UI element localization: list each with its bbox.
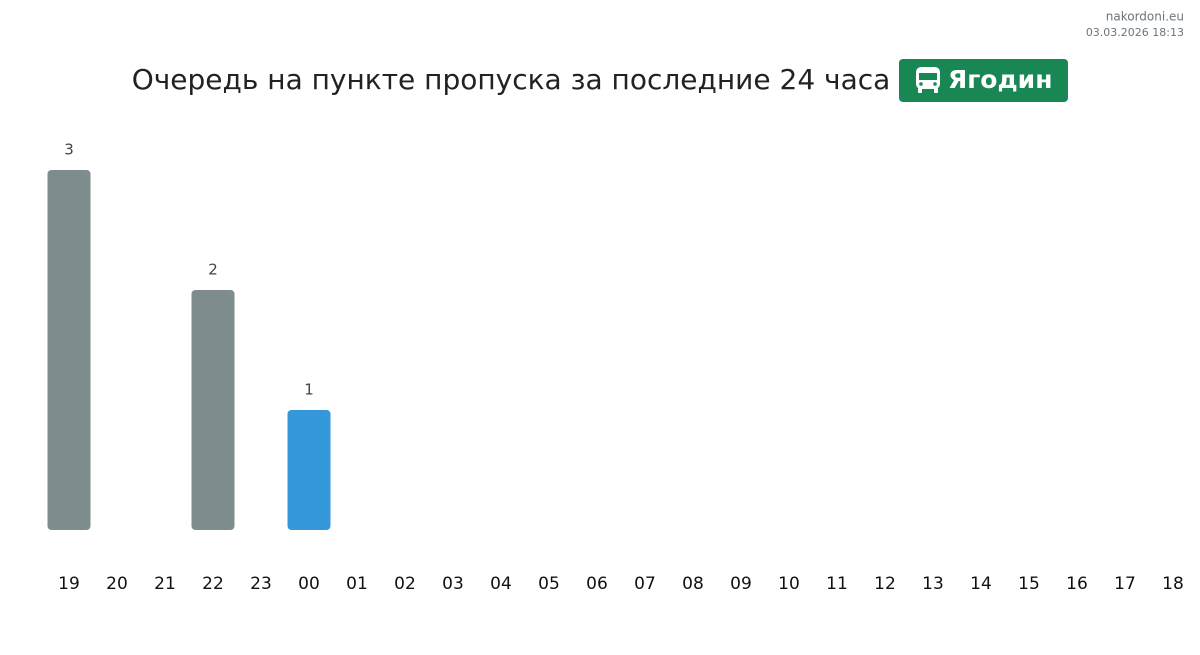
value-label: 3 (64, 141, 74, 159)
bar (47, 170, 91, 530)
x-tick-label: 05 (538, 574, 560, 594)
x-tick-label: 03 (442, 574, 464, 594)
x-tick-label: 17 (1114, 574, 1136, 594)
x-tick-label: 13 (922, 574, 944, 594)
x-tick-label: 07 (634, 574, 656, 594)
x-tick-label: 22 (202, 574, 224, 594)
x-tick-label: 19 (58, 574, 80, 594)
x-tick-label: 08 (682, 574, 704, 594)
x-tick-label: 10 (778, 574, 800, 594)
x-tick-label: 15 (1018, 574, 1040, 594)
x-tick-label: 20 (106, 574, 128, 594)
x-tick-label: 00 (298, 574, 320, 594)
x-tick-label: 21 (154, 574, 176, 594)
value-label: 1 (304, 381, 314, 399)
badge-label: Ягодин (948, 65, 1052, 94)
x-tick-label: 18 (1162, 574, 1184, 594)
site-name: nakordoni.eu (1106, 10, 1184, 24)
chart-title: Очередь на пункте пропуска за последние … (132, 63, 891, 96)
x-tick-label: 04 (490, 574, 512, 594)
x-tick-label: 06 (586, 574, 608, 594)
x-tick-label: 12 (874, 574, 896, 594)
bar (287, 410, 331, 530)
value-label: 2 (208, 261, 218, 279)
x-tick-label: 01 (346, 574, 368, 594)
x-tick-label: 23 (250, 574, 272, 594)
bar (191, 290, 235, 530)
x-tick-label: 14 (970, 574, 992, 594)
badge (899, 59, 1068, 102)
x-tick-label: 09 (730, 574, 752, 594)
x-tick-label: 02 (394, 574, 416, 594)
bus-icon (916, 67, 940, 93)
x-tick-label: 11 (826, 574, 848, 594)
timestamp: 03.03.2026 18:13 (1086, 26, 1184, 39)
x-tick-label: 16 (1066, 574, 1088, 594)
